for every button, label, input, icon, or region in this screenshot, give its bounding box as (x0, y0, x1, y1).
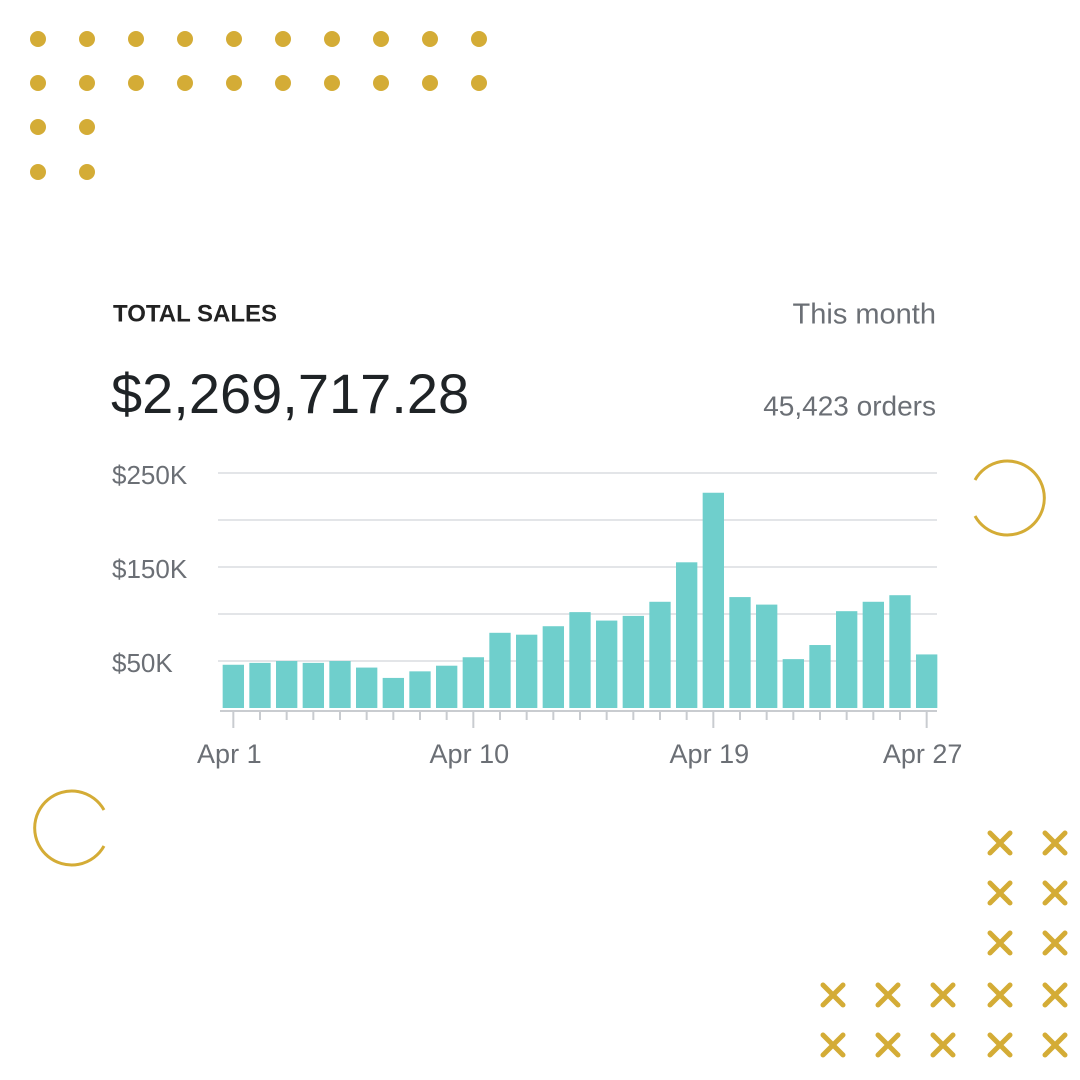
cross (1042, 880, 1068, 906)
bar (649, 601, 671, 708)
bar (542, 626, 564, 708)
dot (79, 164, 95, 180)
y-tick-label: $150K (112, 554, 188, 584)
dot (30, 75, 46, 91)
cross (820, 982, 846, 1008)
dot (79, 31, 95, 47)
dot (128, 31, 144, 47)
x-tick-label: Apr 19 (670, 739, 750, 769)
dot (79, 75, 95, 91)
orders: 45,423 orders (763, 390, 936, 421)
dot (471, 31, 487, 47)
x-tick-label: Apr 27 (883, 739, 963, 769)
cross (930, 982, 956, 1008)
dot (128, 75, 144, 91)
bar (596, 620, 618, 708)
dot (30, 119, 46, 135)
bar (356, 667, 378, 708)
bar (409, 671, 431, 708)
bar (729, 597, 751, 708)
bar (436, 665, 458, 708)
y-tick-label: $250K (112, 460, 188, 490)
dot (79, 119, 95, 135)
dot (373, 31, 389, 47)
bar (676, 562, 698, 708)
dot (275, 31, 291, 47)
bar (276, 661, 298, 708)
bar (916, 654, 938, 708)
cross (987, 830, 1013, 856)
ring (33, 789, 106, 867)
y-tick-label: $50K (112, 648, 173, 678)
cross (875, 982, 901, 1008)
bar (862, 601, 884, 708)
period: This month (793, 299, 936, 331)
cross (875, 1032, 901, 1058)
x-tick-label: Apr 1 (197, 739, 262, 769)
cross (1042, 1032, 1068, 1058)
cross (987, 930, 1013, 956)
cross (987, 982, 1013, 1008)
bar (329, 661, 351, 708)
dot (30, 31, 46, 47)
dot (226, 31, 242, 47)
dot (275, 75, 291, 91)
bar (622, 615, 644, 708)
cross (930, 1032, 956, 1058)
cross (1042, 830, 1068, 856)
bar (836, 611, 858, 708)
bar (516, 634, 538, 708)
ring (973, 459, 1046, 537)
cross (987, 1032, 1013, 1058)
dot (324, 75, 340, 91)
dot (177, 75, 193, 91)
bar (302, 662, 324, 708)
chart-title: TOTAL SALES (113, 300, 277, 327)
bar (462, 657, 484, 708)
cross (820, 1032, 846, 1058)
cross (1042, 930, 1068, 956)
x-tick-label: Apr 10 (430, 739, 510, 769)
decoration (30, 31, 1068, 1058)
bar (222, 664, 244, 708)
bar (889, 595, 911, 708)
cross (1042, 982, 1068, 1008)
bar (702, 492, 724, 708)
bar (782, 659, 804, 708)
dot (422, 31, 438, 47)
bar (382, 677, 404, 708)
bar (249, 662, 271, 708)
bar (756, 604, 778, 708)
dot (373, 75, 389, 91)
cross (987, 880, 1013, 906)
dot (177, 31, 193, 47)
total: $2,269,717.28 (111, 362, 469, 425)
bar (809, 645, 831, 708)
bar (569, 612, 591, 708)
dot (30, 164, 46, 180)
dot (226, 75, 242, 91)
dot (471, 75, 487, 91)
dot (422, 75, 438, 91)
bar (489, 632, 511, 708)
dot (324, 31, 340, 47)
